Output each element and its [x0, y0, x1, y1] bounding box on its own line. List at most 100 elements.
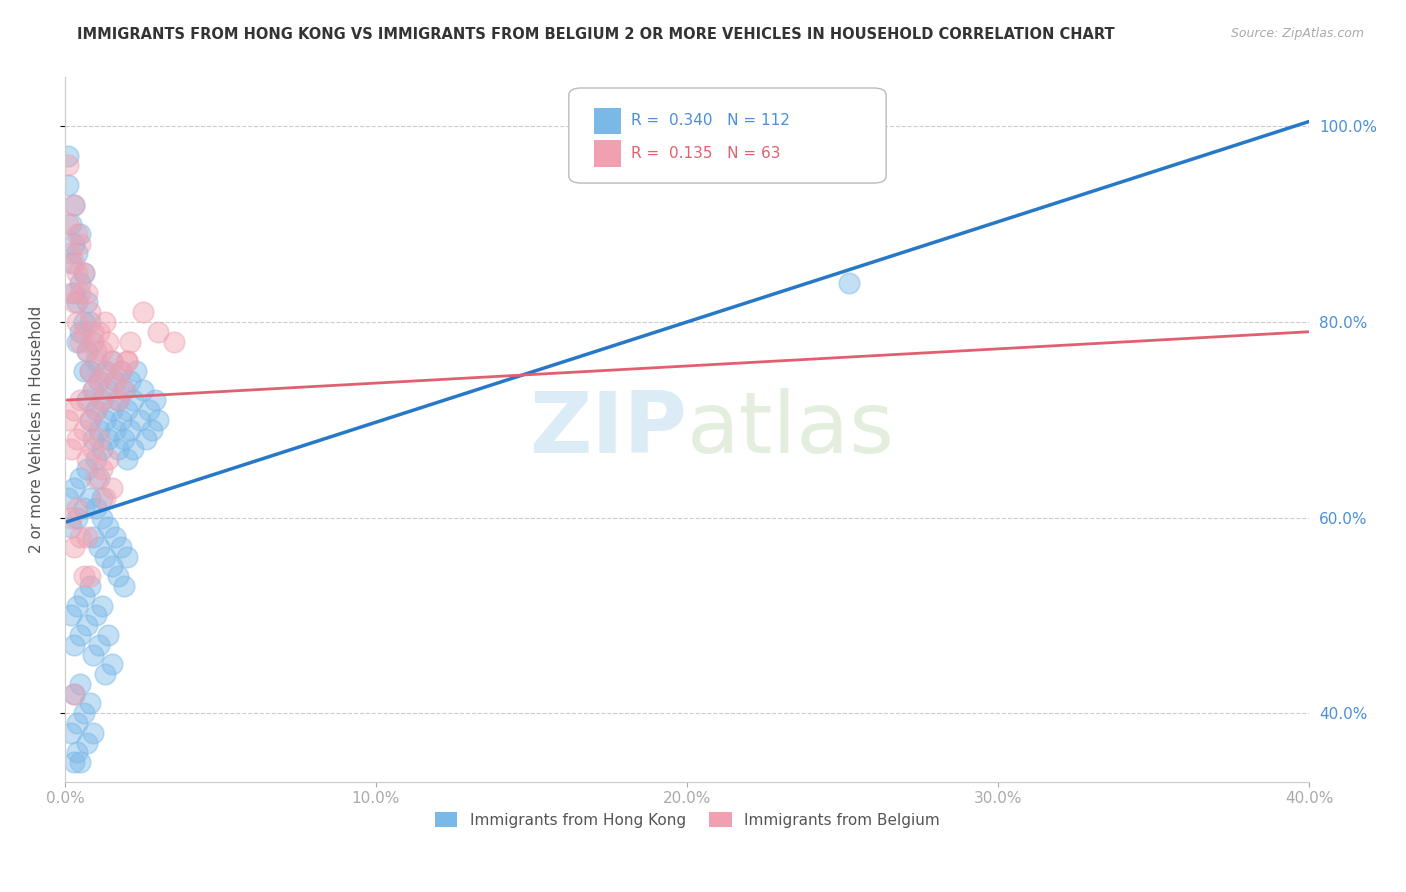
Point	[72, 569, 94, 583]
Point	[84, 471, 107, 485]
Point	[97, 451, 120, 466]
Point	[76, 344, 98, 359]
Point	[82, 433, 104, 447]
Point	[91, 393, 114, 408]
Point	[63, 256, 86, 270]
Point	[76, 735, 98, 749]
Point	[72, 315, 94, 329]
Text: IMMIGRANTS FROM HONG KONG VS IMMIGRANTS FROM BELGIUM 2 OR MORE VEHICLES IN HOUSE: IMMIGRANTS FROM HONG KONG VS IMMIGRANTS …	[77, 27, 1115, 42]
Point	[107, 569, 129, 583]
Point	[72, 364, 94, 378]
Point	[82, 442, 104, 456]
Point	[82, 648, 104, 662]
Point	[63, 236, 86, 251]
Point	[69, 276, 91, 290]
Point	[60, 608, 83, 623]
Point	[72, 423, 94, 437]
Point	[66, 510, 89, 524]
Point	[100, 559, 122, 574]
Point	[60, 217, 83, 231]
Point	[120, 334, 142, 349]
Point	[63, 197, 86, 211]
Point	[148, 413, 170, 427]
Point	[69, 530, 91, 544]
Point	[69, 471, 91, 485]
Point	[66, 246, 89, 260]
Point	[100, 354, 122, 368]
Point	[84, 608, 107, 623]
Point	[163, 334, 186, 349]
Point	[63, 403, 86, 417]
Point	[87, 374, 110, 388]
Point	[104, 530, 127, 544]
Point	[56, 149, 79, 163]
Point	[69, 755, 91, 769]
Point	[110, 364, 132, 378]
Point	[84, 344, 107, 359]
Point	[79, 491, 101, 505]
Point	[100, 481, 122, 495]
FancyBboxPatch shape	[569, 88, 886, 183]
Point	[56, 217, 79, 231]
Point	[79, 305, 101, 319]
Point	[63, 197, 86, 211]
Point	[79, 579, 101, 593]
Point	[87, 638, 110, 652]
Point	[131, 305, 153, 319]
Point	[60, 246, 83, 260]
Point	[107, 442, 129, 456]
Point	[63, 540, 86, 554]
Point	[94, 491, 117, 505]
Point	[107, 393, 129, 408]
Point	[97, 628, 120, 642]
Point	[112, 384, 135, 398]
Point	[125, 364, 148, 378]
Text: Source: ZipAtlas.com: Source: ZipAtlas.com	[1230, 27, 1364, 40]
Point	[87, 540, 110, 554]
Point	[100, 403, 122, 417]
Point	[112, 433, 135, 447]
Point	[63, 638, 86, 652]
Point	[66, 716, 89, 731]
Point	[84, 354, 107, 368]
Point	[69, 236, 91, 251]
Text: R =  0.340   N = 112: R = 0.340 N = 112	[631, 113, 790, 128]
Point	[97, 433, 120, 447]
Point	[120, 423, 142, 437]
Point	[128, 413, 150, 427]
Point	[79, 364, 101, 378]
Point	[60, 520, 83, 534]
Point	[69, 628, 91, 642]
Point	[76, 295, 98, 310]
Point	[63, 687, 86, 701]
Point	[91, 344, 114, 359]
Point	[82, 725, 104, 739]
Point	[104, 423, 127, 437]
Point	[69, 227, 91, 241]
Point	[87, 325, 110, 339]
Point	[72, 266, 94, 280]
Point	[91, 461, 114, 475]
Point	[82, 530, 104, 544]
Point	[79, 569, 101, 583]
Point	[60, 285, 83, 300]
Point	[60, 256, 83, 270]
Point	[76, 344, 98, 359]
Point	[66, 599, 89, 613]
Point	[112, 579, 135, 593]
Point	[82, 384, 104, 398]
Point	[56, 178, 79, 192]
Point	[91, 442, 114, 456]
Point	[141, 423, 163, 437]
Point	[94, 364, 117, 378]
Point	[72, 266, 94, 280]
Point	[63, 687, 86, 701]
Point	[87, 471, 110, 485]
Point	[76, 451, 98, 466]
Point	[72, 589, 94, 603]
Point	[79, 697, 101, 711]
Point	[84, 500, 107, 515]
Point	[72, 500, 94, 515]
Point	[84, 403, 107, 417]
Point	[115, 451, 138, 466]
